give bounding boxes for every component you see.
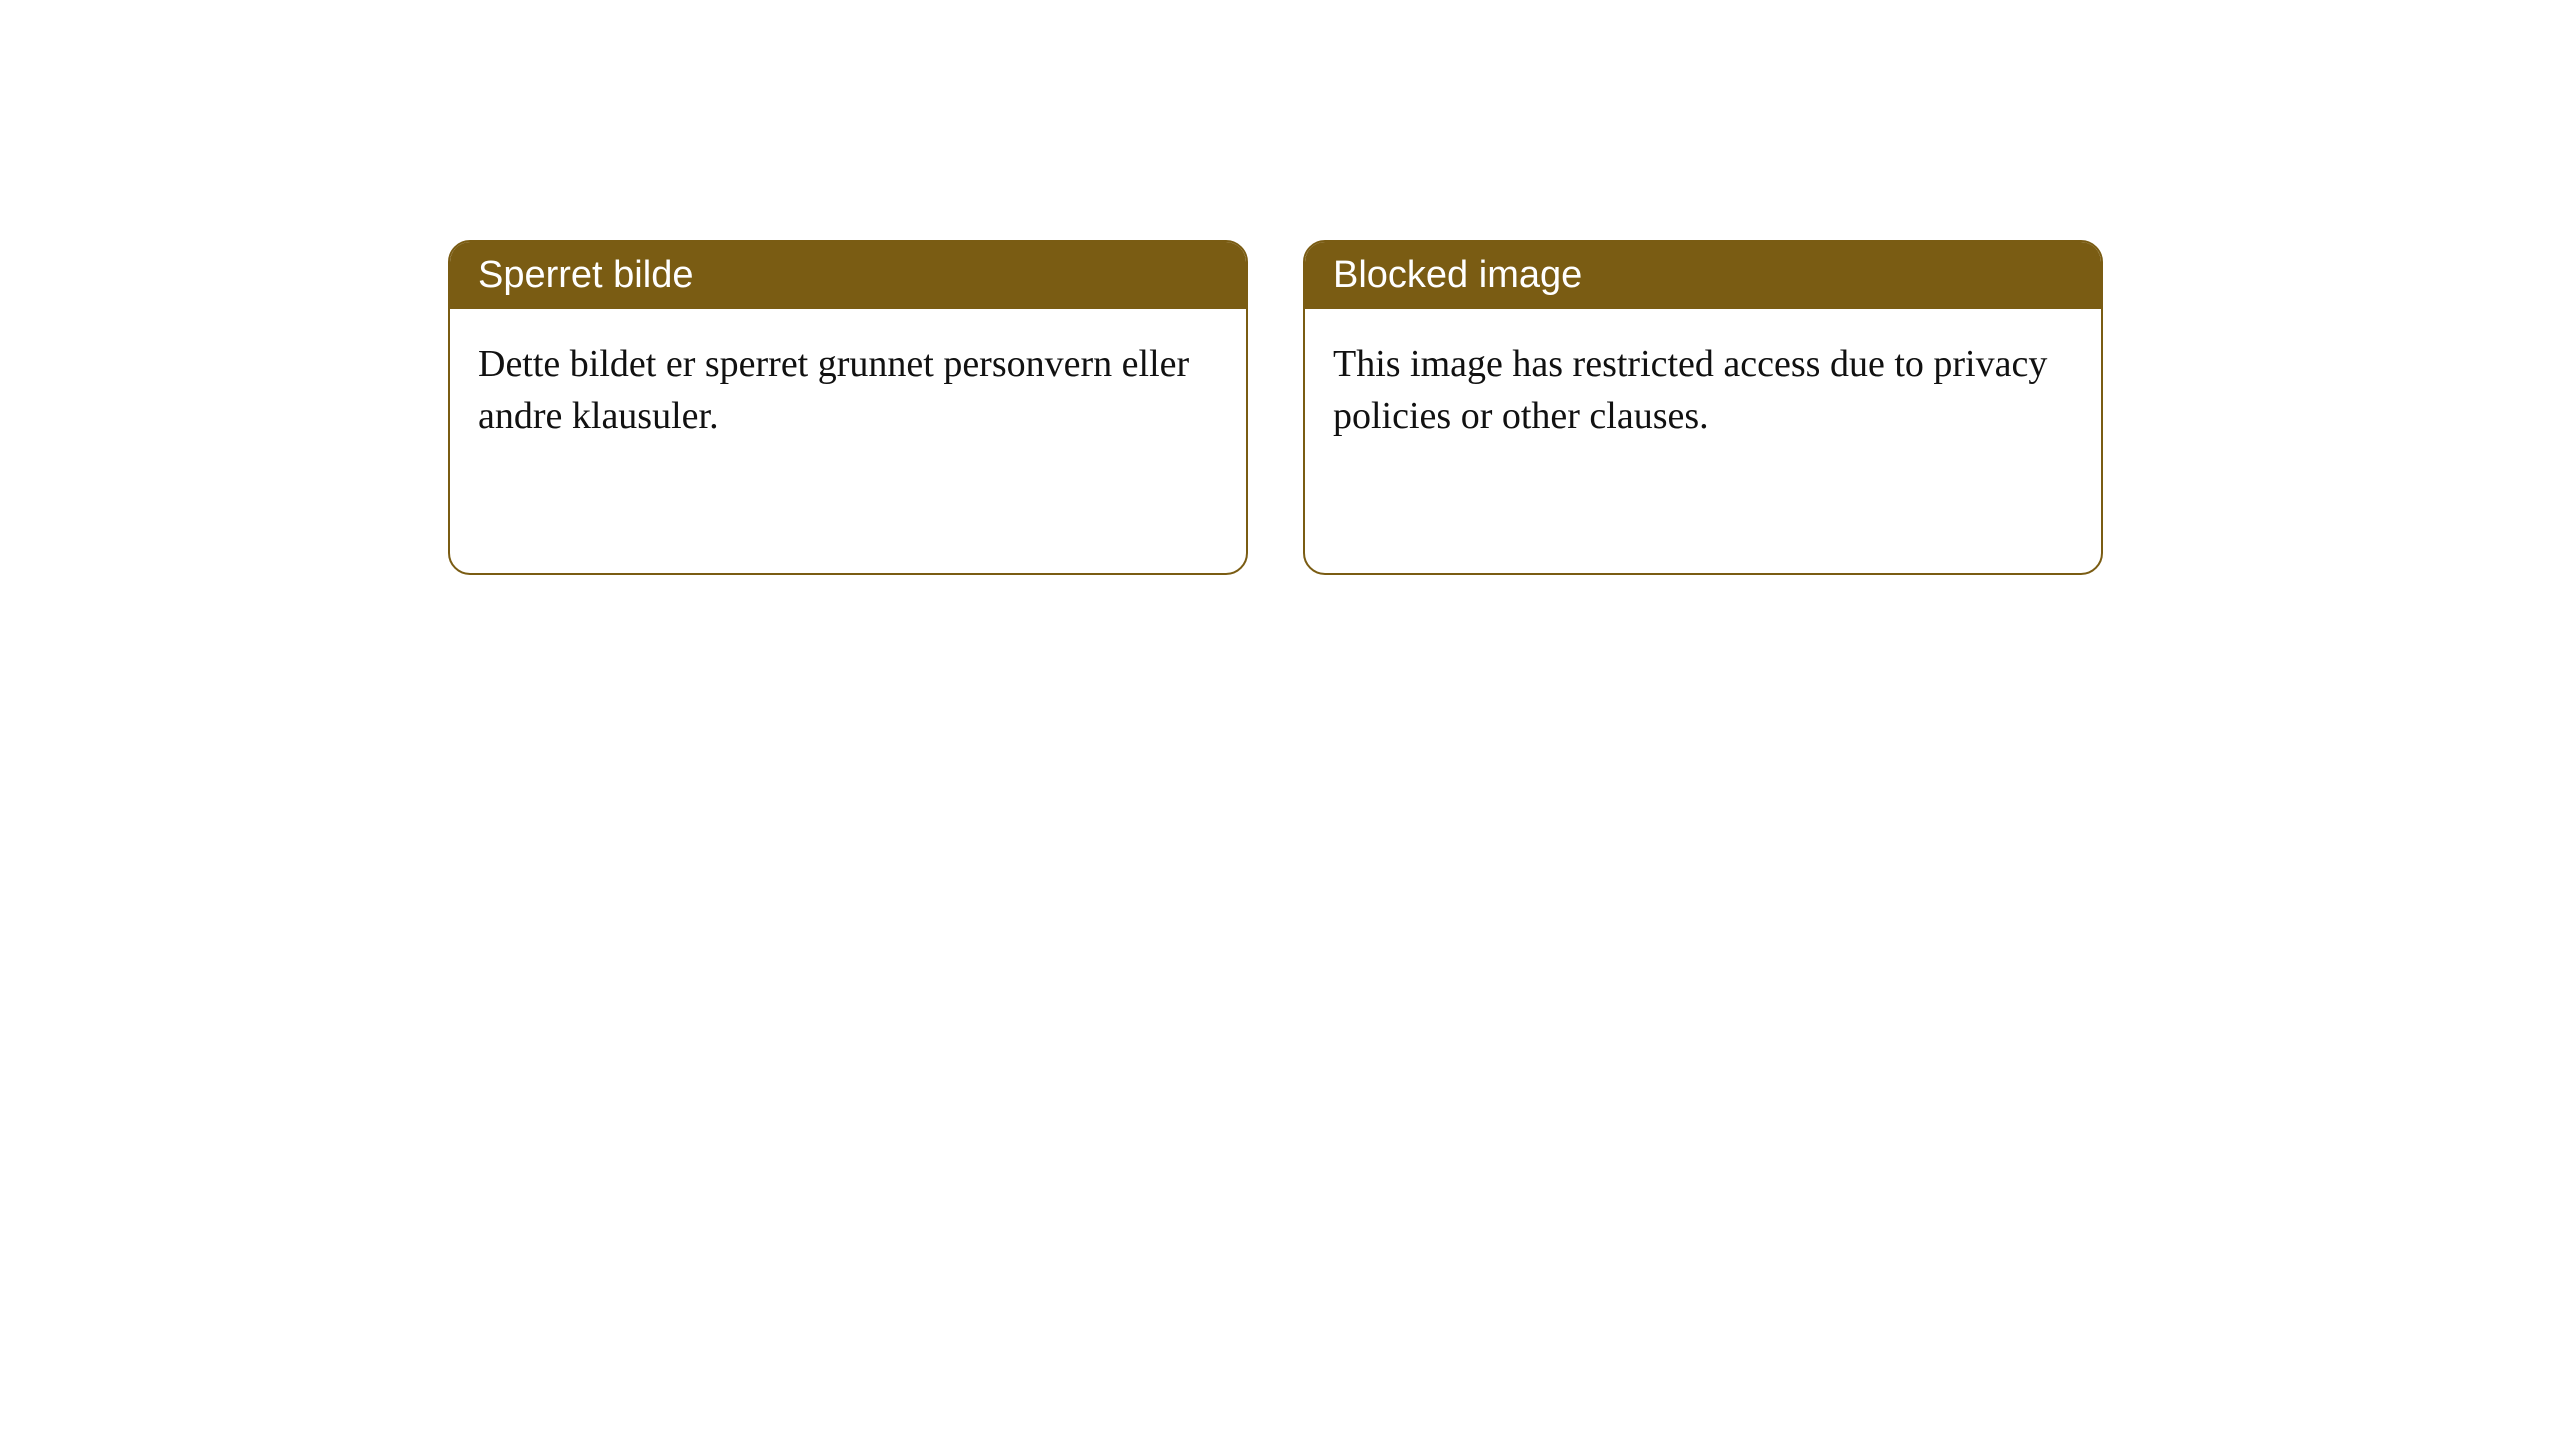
- notice-card-header: Sperret bilde: [450, 242, 1246, 309]
- notice-container: Sperret bilde Dette bildet er sperret gr…: [0, 0, 2560, 575]
- notice-card-body: Dette bildet er sperret grunnet personve…: [450, 309, 1246, 472]
- notice-body-text: Dette bildet er sperret grunnet personve…: [478, 343, 1189, 437]
- notice-card-body: This image has restricted access due to …: [1305, 309, 2101, 472]
- notice-title: Sperret bilde: [478, 254, 693, 296]
- notice-card-norwegian: Sperret bilde Dette bildet er sperret gr…: [448, 240, 1248, 575]
- notice-card-english: Blocked image This image has restricted …: [1303, 240, 2103, 575]
- notice-card-header: Blocked image: [1305, 242, 2101, 309]
- notice-title: Blocked image: [1333, 254, 1582, 296]
- notice-body-text: This image has restricted access due to …: [1333, 343, 2047, 437]
